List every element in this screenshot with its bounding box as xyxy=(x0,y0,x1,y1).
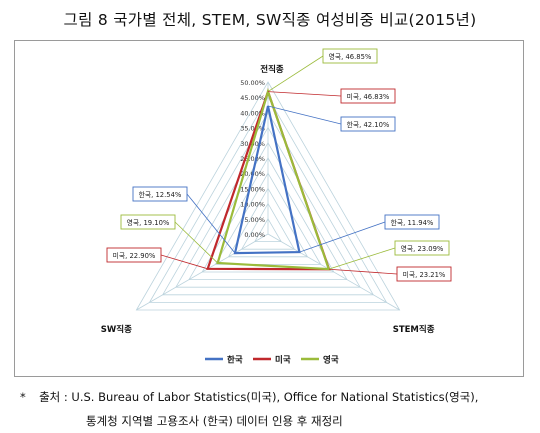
axis-label-0: 전직종 xyxy=(260,64,284,75)
series-line-0 xyxy=(233,105,301,255)
r-tick-label: 45.00% xyxy=(240,94,265,102)
data-label: 미국, 46.83% xyxy=(347,92,390,101)
data-label: 한국, 42.10% xyxy=(347,121,390,129)
grid-ring-9 xyxy=(148,96,388,303)
r-tick-label: 35.00% xyxy=(240,125,265,133)
r-tick-label: 40.00% xyxy=(240,109,265,117)
series-line-2 xyxy=(216,87,331,271)
grid-ring-6 xyxy=(188,142,348,281)
callout-box xyxy=(340,88,396,104)
callout-box xyxy=(384,214,440,230)
callout-box xyxy=(340,116,396,132)
callout-box xyxy=(106,247,162,263)
r-tick-label: 10.00% xyxy=(240,201,265,209)
data-label: 영국, 19.10% xyxy=(127,218,170,227)
grid-ring-5 xyxy=(201,157,335,273)
r-tick-label: 25.00% xyxy=(240,155,265,163)
spoke-2 xyxy=(136,233,269,311)
r-tick-label: 0.00% xyxy=(244,231,265,239)
axis-label-2: SW직종 xyxy=(101,324,132,335)
source-line-2: 통계청 지역별 고용조사 (한국) 데이터 인용 후 재정리 xyxy=(86,414,343,428)
callout-box xyxy=(394,240,450,256)
source-text-1: U.S. Bureau of Labor Statistics(미국), Off… xyxy=(71,390,479,404)
r-tick-label: 5.00% xyxy=(244,216,265,224)
r-tick-label: 50.00% xyxy=(240,79,265,87)
source-line-1: * 출처 : U.S. Bureau of Labor Statistics(미… xyxy=(20,389,478,405)
data-label: 한국, 11.94% xyxy=(391,219,434,227)
grid-ring-10 xyxy=(135,81,401,311)
grid-ring-1 xyxy=(254,218,282,243)
legend-label-1: 미국 xyxy=(275,355,291,366)
grid-ring-3 xyxy=(227,187,309,258)
chart-frame: 0.00% 5.00% 10.00% 15.00% 20.00% 25.00% 30.00%… xyxy=(14,40,524,377)
callout-leader xyxy=(299,221,386,253)
callout-leader xyxy=(328,247,396,270)
callout-leader xyxy=(267,55,324,92)
data-label: 미국, 22.90% xyxy=(113,251,156,260)
callout-leader xyxy=(267,91,342,97)
callout-leader xyxy=(186,193,236,254)
figure-title: 그림 8 국가별 전체, STEM, SW직종 여성비중 비교(2015년) xyxy=(63,11,477,29)
legend-label-0: 한국 xyxy=(227,355,243,366)
data-label: 한국, 12.54% xyxy=(139,191,182,199)
legend-label-2: 영국 xyxy=(323,355,339,366)
data-label: 영국, 23.09% xyxy=(401,244,444,253)
data-label: 영국, 46.85% xyxy=(329,52,372,61)
radar-chart: 0.00%5.00%10.00%15.00%20.00%25.00%30.00%… xyxy=(101,48,452,366)
callout-box xyxy=(396,266,452,282)
callout-leader xyxy=(267,105,342,125)
r-tick-label: 15.00% xyxy=(240,185,265,193)
source-label: 출처 : xyxy=(39,390,68,404)
grid-ring-2 xyxy=(241,202,295,250)
spoke-1 xyxy=(267,233,400,311)
callout-leader xyxy=(329,268,398,275)
grid-ring-8 xyxy=(162,111,374,296)
callout-box xyxy=(132,186,188,202)
source-marker: * xyxy=(20,390,26,404)
grid-ring-7 xyxy=(175,126,361,288)
callout-box xyxy=(322,48,378,64)
callout-leader xyxy=(174,221,218,264)
data-label: 미국, 23.21% xyxy=(403,270,446,279)
callout-leader xyxy=(160,254,208,270)
axis-label-1: STEM직종 xyxy=(393,324,435,335)
callout-box xyxy=(120,214,176,230)
